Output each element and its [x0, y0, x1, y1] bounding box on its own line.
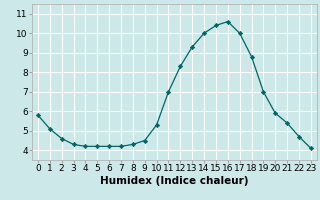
X-axis label: Humidex (Indice chaleur): Humidex (Indice chaleur) — [100, 176, 249, 186]
